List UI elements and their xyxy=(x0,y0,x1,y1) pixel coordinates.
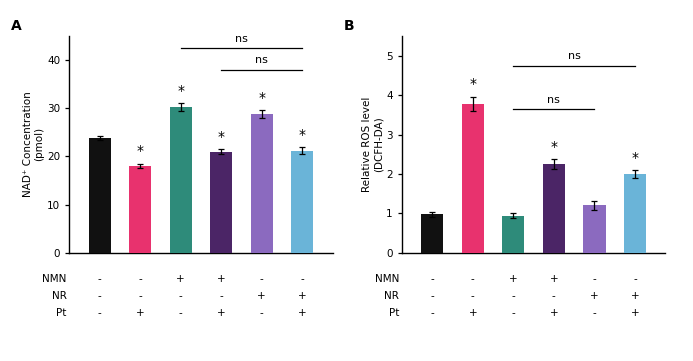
Text: -: - xyxy=(139,274,142,284)
Text: ns: ns xyxy=(255,56,268,65)
Text: +: + xyxy=(217,274,225,284)
Bar xyxy=(462,104,484,253)
Text: NR: NR xyxy=(52,291,67,301)
Text: *: * xyxy=(218,130,225,144)
Text: +: + xyxy=(631,291,639,301)
Text: -: - xyxy=(260,274,263,284)
Text: Pt: Pt xyxy=(389,308,399,318)
Bar xyxy=(210,152,232,253)
Text: -: - xyxy=(300,274,304,284)
Y-axis label: Relative ROS level
(DCFH-DA): Relative ROS level (DCFH-DA) xyxy=(362,97,383,192)
Text: +: + xyxy=(550,274,558,284)
Bar xyxy=(543,164,565,253)
Text: NMN: NMN xyxy=(375,274,399,284)
Bar xyxy=(89,138,111,253)
Bar xyxy=(624,174,646,253)
Text: -: - xyxy=(471,291,475,301)
Text: +: + xyxy=(590,291,599,301)
Text: ns: ns xyxy=(568,51,581,61)
Text: +: + xyxy=(468,308,477,318)
Text: -: - xyxy=(260,308,263,318)
Bar xyxy=(251,114,273,253)
Text: +: + xyxy=(217,308,225,318)
Text: *: * xyxy=(299,128,306,142)
Text: -: - xyxy=(552,291,556,301)
Text: -: - xyxy=(593,308,596,318)
Text: -: - xyxy=(430,274,435,284)
Bar xyxy=(502,216,525,253)
Text: NMN: NMN xyxy=(42,274,67,284)
Text: -: - xyxy=(430,291,435,301)
Text: NR: NR xyxy=(385,291,399,301)
Text: +: + xyxy=(136,308,145,318)
Text: -: - xyxy=(511,308,515,318)
Text: *: * xyxy=(137,144,143,158)
Y-axis label: NAD⁺ Concentration
(pmol): NAD⁺ Concentration (pmol) xyxy=(23,92,44,197)
Text: A: A xyxy=(11,19,22,33)
Text: -: - xyxy=(430,308,435,318)
Text: -: - xyxy=(98,274,102,284)
Text: *: * xyxy=(631,151,638,165)
Text: ns: ns xyxy=(235,34,248,44)
Text: +: + xyxy=(298,291,306,301)
Text: *: * xyxy=(469,77,476,91)
Text: Pt: Pt xyxy=(56,308,67,318)
Text: -: - xyxy=(511,291,515,301)
Text: -: - xyxy=(593,274,596,284)
Text: *: * xyxy=(258,91,265,105)
Bar xyxy=(291,151,313,253)
Text: *: * xyxy=(177,84,184,98)
Text: -: - xyxy=(98,308,102,318)
Text: -: - xyxy=(471,274,475,284)
Text: +: + xyxy=(509,274,518,284)
Bar xyxy=(170,107,192,253)
Text: +: + xyxy=(550,308,558,318)
Text: +: + xyxy=(298,308,306,318)
Text: +: + xyxy=(177,274,185,284)
Text: -: - xyxy=(633,274,637,284)
Text: *: * xyxy=(550,140,557,154)
Text: +: + xyxy=(257,291,266,301)
Text: -: - xyxy=(139,291,142,301)
Text: B: B xyxy=(344,19,355,33)
Text: ns: ns xyxy=(547,95,561,105)
Text: -: - xyxy=(220,291,223,301)
Text: -: - xyxy=(179,308,182,318)
Text: -: - xyxy=(179,291,182,301)
Bar xyxy=(421,214,444,253)
Text: -: - xyxy=(98,291,102,301)
Bar xyxy=(129,166,151,253)
Text: +: + xyxy=(631,308,639,318)
Bar xyxy=(584,205,606,253)
